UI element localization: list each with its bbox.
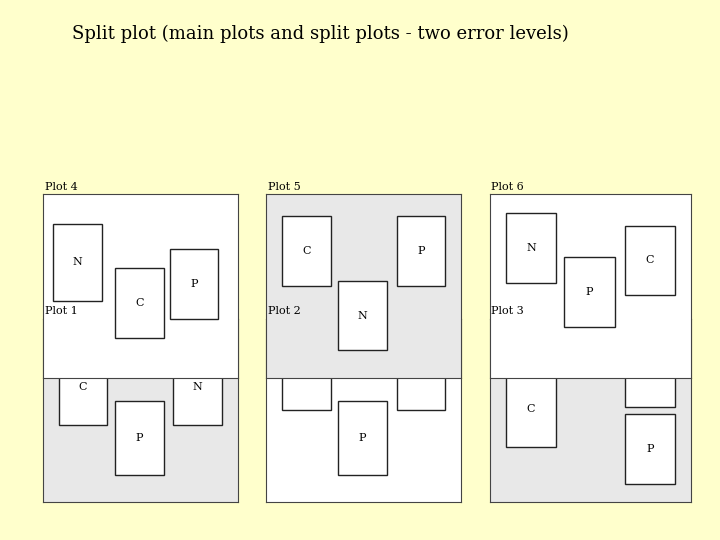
Text: Split plot (main plots and split plots - two error levels): Split plot (main plots and split plots -… [72, 24, 569, 43]
Bar [115, 268, 163, 338]
Text: P: P [190, 279, 197, 289]
Text: N: N [526, 242, 536, 253]
Text: C: C [526, 403, 535, 414]
Text: Plot 3: Plot 3 [491, 306, 523, 316]
Bar [170, 249, 218, 319]
Bar [397, 217, 445, 286]
Bar [564, 257, 615, 327]
Text: N: N [72, 258, 82, 267]
Text: P: P [646, 444, 654, 454]
Text: N: N [193, 382, 202, 392]
Text: C: C [135, 298, 144, 308]
Text: C: C [417, 369, 426, 379]
Text: C: C [78, 382, 87, 392]
Text: N: N [358, 310, 367, 321]
Text: Plot 5: Plot 5 [268, 181, 300, 192]
Bar [338, 281, 387, 350]
Bar [625, 226, 675, 295]
Bar [338, 401, 387, 475]
Text: P: P [359, 433, 366, 443]
Text: P: P [417, 246, 425, 256]
Text: N: N [645, 367, 654, 377]
Text: C: C [646, 255, 654, 266]
Bar [397, 337, 445, 410]
Text: Plot 1: Plot 1 [45, 306, 77, 316]
Text: N: N [302, 369, 311, 379]
Bar [282, 217, 330, 286]
Text: P: P [135, 433, 143, 443]
Bar [174, 348, 222, 425]
Bar [59, 348, 107, 425]
Text: Plot 4: Plot 4 [45, 181, 77, 192]
Bar [115, 401, 163, 475]
Bar [53, 224, 102, 301]
Text: C: C [302, 246, 310, 256]
Text: Plot 6: Plot 6 [491, 181, 523, 192]
Bar [625, 414, 675, 484]
Text: Plot 2: Plot 2 [268, 306, 300, 316]
Bar [282, 337, 330, 410]
Bar [505, 213, 556, 282]
Text: P: P [585, 287, 593, 296]
Bar [625, 337, 675, 407]
Bar [505, 370, 556, 447]
